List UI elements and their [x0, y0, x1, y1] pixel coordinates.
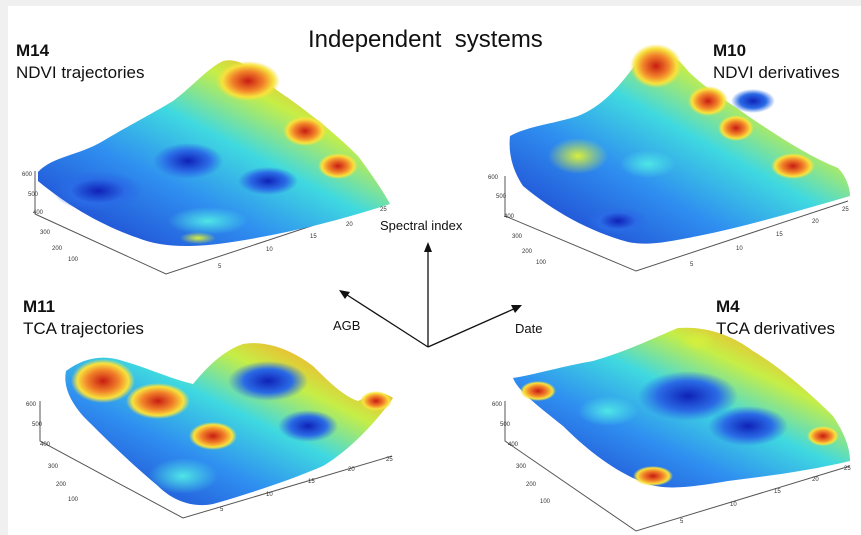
panel-name: NDVI derivatives: [713, 63, 840, 82]
tick-label: 20: [348, 467, 355, 473]
tick-label: 5: [690, 262, 694, 268]
tick-label: 300: [40, 230, 51, 236]
tick-label: 200: [56, 482, 67, 488]
tick-label: 100: [536, 260, 547, 266]
tick-label: 25: [844, 466, 851, 472]
axis-label-spectral-index: Spectral index: [380, 218, 463, 233]
tick-label: 10: [730, 502, 737, 508]
tick-label: 5: [220, 507, 224, 513]
tick-label: 600: [492, 402, 503, 408]
tick-label: 200: [526, 482, 537, 488]
surface-m10: [504, 44, 850, 272]
figure-title: Independent systems: [308, 26, 543, 53]
tick-label: 400: [40, 442, 51, 448]
tick-label: 20: [812, 477, 819, 483]
tick-label: 10: [736, 246, 743, 252]
panel-name: TCA trajectories: [23, 319, 144, 338]
tick-label: 15: [774, 489, 781, 495]
tick-label: 600: [26, 402, 37, 408]
tick-label: 300: [516, 464, 527, 470]
tick-label: 15: [308, 479, 315, 485]
panel-label-m11: M11 TCA trajectories: [23, 296, 144, 340]
tick-labels: 6005004003002001005101520256005004003002…: [22, 172, 851, 525]
tick-label: 500: [28, 192, 39, 198]
panel-label-m4: M4 TCA derivatives: [716, 296, 835, 340]
tick-label: 600: [488, 175, 499, 181]
tick-label: 15: [310, 234, 317, 240]
panel-label-m10: M10 NDVI derivatives: [713, 40, 840, 84]
tick-label: 25: [380, 207, 387, 213]
tick-label: 500: [496, 194, 507, 200]
tick-label: 400: [504, 214, 515, 220]
tick-label: 5: [680, 519, 684, 525]
axis-label-agb: AGB: [333, 318, 361, 333]
panel-code: M11: [23, 297, 56, 316]
tick-label: 200: [52, 246, 63, 252]
tick-label: 500: [32, 422, 43, 428]
surface-m4: [504, 327, 851, 532]
tick-label: 300: [48, 464, 59, 470]
tick-label: 400: [33, 210, 44, 216]
tick-label: 100: [540, 499, 551, 505]
surface-m14: [34, 60, 390, 275]
tick-label: 600: [22, 172, 33, 178]
tick-label: 100: [68, 257, 79, 263]
tick-label: 100: [68, 497, 79, 503]
tick-label: 15: [776, 232, 783, 238]
surface-plots: 6005004003002001005101520256005004003002…: [22, 44, 851, 532]
surface-m11: [39, 343, 393, 519]
panel-code: M14: [16, 41, 50, 60]
panel-name: NDVI trajectories: [16, 63, 145, 82]
panel-code: M10: [713, 41, 747, 60]
axes-glyph: [339, 242, 522, 348]
tick-label: 20: [346, 222, 353, 228]
tick-label: 10: [266, 492, 273, 498]
tick-label: 25: [842, 207, 849, 213]
tick-label: 200: [522, 249, 533, 255]
tick-label: 5: [218, 264, 222, 270]
figure-canvas: 600 500 400 300 200 100 5 10 15 20 25 600 500 400 300 2…: [8, 6, 861, 535]
tick-label: 500: [500, 422, 511, 428]
panel-code: M4: [716, 297, 740, 316]
tick-label: 400: [508, 442, 519, 448]
axis-label-date: Date: [515, 321, 543, 336]
tick-label: 300: [512, 234, 523, 240]
tick-label: 20: [812, 219, 819, 225]
tick-label: 10: [266, 247, 273, 253]
tick-label: 25: [386, 457, 393, 463]
panel-label-m14: M14 NDVI trajectories: [16, 40, 144, 84]
panel-name: TCA derivatives: [716, 319, 836, 338]
